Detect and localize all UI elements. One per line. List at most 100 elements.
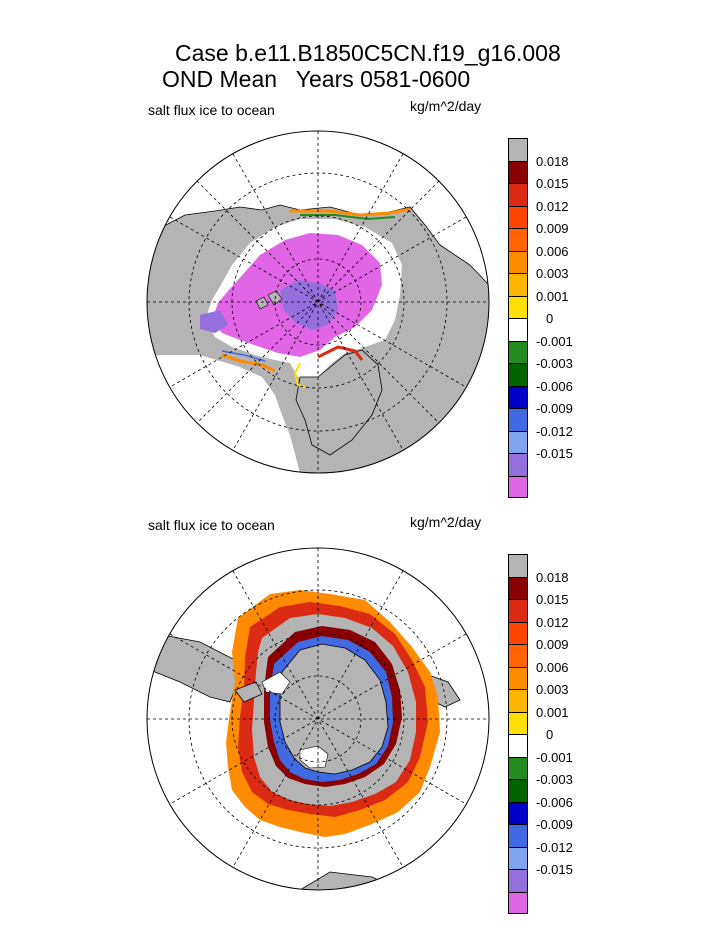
south-colorbar-bin <box>508 554 668 577</box>
south-colorbar-label: -0.009 <box>536 817 573 832</box>
north-colorbar-label: -0.009 <box>536 401 573 416</box>
north-colorbar-swatch <box>508 228 528 251</box>
south-colorbar-bin <box>508 824 668 847</box>
north-edge-siberia <box>290 207 411 217</box>
north-colorbar-label: -0.015 <box>536 446 573 461</box>
south-colorbar-swatch <box>508 824 528 847</box>
south-colorbar-swatch <box>508 554 528 577</box>
south-colorbar-label: -0.001 <box>536 749 573 765</box>
north-colorbar-swatch <box>508 138 528 161</box>
south-colorbar-bin <box>508 711 668 735</box>
north-variable-label: salt flux ice to ocean <box>148 102 275 118</box>
south-colorbar-bin <box>508 621 668 645</box>
south-colorbar-swatch <box>508 599 528 622</box>
south-colorbar-label: -0.003 <box>536 772 573 787</box>
south-colorbar-bin <box>508 846 668 870</box>
south-colorbar-bin <box>508 801 668 825</box>
north-colorbar-label: -0.006 <box>536 378 573 394</box>
north-map-border <box>146 130 490 474</box>
north-colorbar-label: 0.015 <box>536 176 569 191</box>
south-colorbar-bin <box>508 756 668 780</box>
south-land-antarctica <box>279 643 389 775</box>
north-colorbar-bin <box>508 183 668 206</box>
north-colorbar-bin <box>508 250 668 274</box>
north-colorbar-bin <box>508 295 668 319</box>
north-polar-map <box>146 130 490 474</box>
north-colorbar-bin <box>508 453 668 476</box>
north-colorbar-swatch <box>508 318 528 341</box>
north-colorbar-bin <box>508 160 668 184</box>
south-shelf-weddell <box>261 671 291 695</box>
south-colorbar-bin <box>508 666 668 690</box>
north-map-content <box>147 131 489 473</box>
south-colorbar-label: 0.012 <box>536 614 569 630</box>
north-graticule <box>147 131 489 473</box>
figure-title-period: OND Mean Years 0581-0600 <box>162 66 471 92</box>
north-colorbar-label: 0.009 <box>536 221 569 236</box>
south-colorbar-swatch <box>508 689 528 712</box>
south-colorbar-label: 0.003 <box>536 682 569 697</box>
figure-title-case: Case b.e11.B1850C5CN.f19_g16.008 <box>175 40 561 66</box>
south-colorbar-label: 0 <box>546 727 554 742</box>
south-colorbar-label: -0.012 <box>536 839 573 855</box>
north-colorbar-swatch <box>508 183 528 206</box>
south-graticule <box>147 548 489 890</box>
south-colorbar-swatch <box>508 891 528 914</box>
north-edge-siberia-green <box>300 214 396 221</box>
south-polar-map <box>146 547 490 891</box>
north-colorbar-swatch <box>508 475 528 498</box>
north-colorbar-label: 0 <box>546 311 554 326</box>
north-colorbar-label: 0.006 <box>536 243 569 259</box>
north-colorbar-bin <box>508 273 668 296</box>
south-units-label: kg/m^2/day <box>410 514 482 530</box>
north-edge-barents <box>317 345 364 361</box>
north-colorbar-swatch <box>508 160 528 183</box>
south-colorbar-label: 0.009 <box>536 637 569 652</box>
south-colorbar-swatch <box>508 621 528 644</box>
north-units-label: kg/m^2/day <box>410 98 482 114</box>
north-colorbar-swatch <box>508 430 528 453</box>
south-colorbar-swatch <box>508 869 528 892</box>
south-colorbar-bin <box>508 576 668 600</box>
north-colorbar-label: -0.012 <box>536 423 573 439</box>
south-colorbar-swatch <box>508 779 528 802</box>
south-colorbar-label: 0.015 <box>536 592 569 607</box>
north-colorbar-bin <box>508 408 668 431</box>
north-colorbar-label: 0.001 <box>536 288 569 304</box>
south-colorbar-label: 0.001 <box>536 704 569 720</box>
south-colorbar-bin <box>508 599 668 622</box>
north-ice-purple-west <box>200 310 228 333</box>
north-colorbar-swatch <box>508 453 528 476</box>
south-colorbar-label: 0.018 <box>536 569 569 585</box>
north-colorbar-swatch <box>508 340 528 363</box>
north-colorbar-swatch <box>508 273 528 296</box>
north-land-greenland <box>295 349 383 456</box>
south-colorbar-bin <box>508 869 668 892</box>
south-colorbar-swatch <box>508 711 528 734</box>
north-colorbar-bin <box>508 430 668 454</box>
north-colorbar-label: 0.003 <box>536 266 569 281</box>
south-map-content <box>147 548 489 890</box>
north-colorbar-bin <box>508 363 668 386</box>
south-colorbar-bin <box>508 644 668 667</box>
south-colorbar-swatch <box>508 644 528 667</box>
south-colorbar-label: -0.006 <box>536 794 573 810</box>
north-edge-labrador-blue <box>221 350 266 362</box>
south-colorbar-swatch <box>508 801 528 824</box>
north-colorbar-label: -0.001 <box>536 333 573 349</box>
north-colorbar-swatch <box>508 205 528 228</box>
north-colorbar-bin <box>508 138 668 161</box>
south-map-border <box>146 547 490 891</box>
south-colorbar-bin <box>508 734 668 757</box>
south-colorbar-bin <box>508 891 668 915</box>
north-colorbar-bin <box>508 228 668 251</box>
south-colorbar-swatch <box>508 734 528 757</box>
south-colorbar-bin <box>508 779 668 802</box>
north-colorbar-swatch <box>508 363 528 386</box>
south-colorbar-swatch <box>508 666 528 689</box>
north-ice-purple <box>280 280 338 330</box>
north-edge-labrador <box>221 353 276 373</box>
north-colorbar-bin <box>508 340 668 364</box>
north-colorbar-swatch <box>508 385 528 408</box>
south-colorbar-label: 0.006 <box>536 659 569 675</box>
